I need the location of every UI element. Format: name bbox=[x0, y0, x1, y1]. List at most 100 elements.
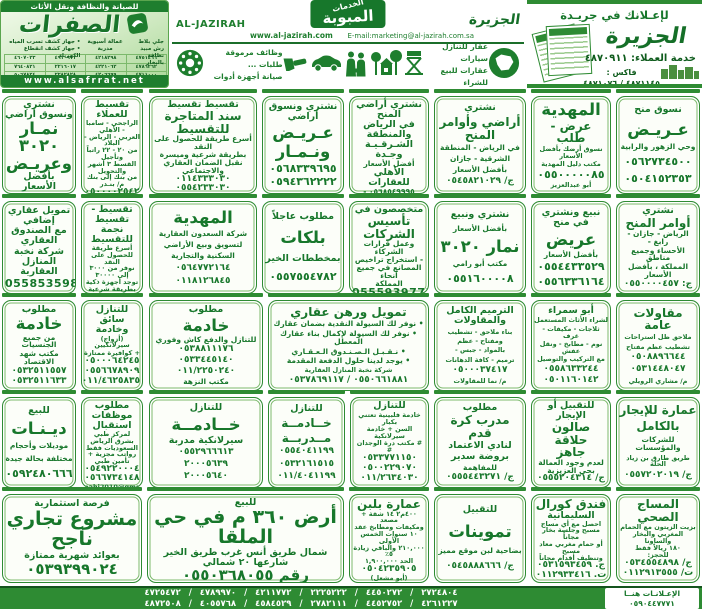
ad-line: نشتري ونسوق أراضي bbox=[5, 99, 73, 120]
ad-line: بضاحية لبن موقع مميز bbox=[438, 546, 522, 556]
ad-line: شركة نخبة المنازل العقارية bbox=[304, 366, 393, 375]
ad-line: للمفاهمة bbox=[463, 462, 497, 472]
ad-line: شركة السعدون العقارية bbox=[158, 228, 248, 238]
ad-line: جاهز bbox=[556, 445, 586, 460]
ad-line: نشتري أراضي المنح bbox=[356, 99, 422, 120]
ad-line: عـريـض bbox=[272, 123, 334, 143]
ad-line: خــادمــة bbox=[281, 415, 332, 430]
classifieds-title-badge: الخدمات المبوبة bbox=[310, 0, 386, 29]
ad-line: وحي الزهور والرابية bbox=[620, 142, 696, 152]
ad-line: ومكيفات ومطابخ عقد bbox=[354, 523, 424, 532]
ad-line: الرياض - جازان - رابغ - bbox=[627, 229, 689, 246]
classified-ad: تمويل ورهن عقاري • نوفر لك السيولة النقدي… bbox=[268, 300, 429, 391]
ad-line: أراضي وأوامر المنح bbox=[439, 115, 521, 142]
footer-phone-bar: ٢٧٢٤٨٠٤ / ٤٤٥٠٢٧٢ / ٢٢٢٥٢٢٢ / ٤٢١١٧٧٢ / … bbox=[0, 586, 702, 609]
ad-line: المهدية bbox=[541, 100, 601, 120]
ad-line: ج/ ٠٥٤٥٨٢١٠٢٩ bbox=[446, 176, 514, 187]
ad-line: خــادمــة bbox=[171, 414, 241, 434]
ad-line: مطلوب bbox=[188, 304, 224, 316]
ads-here-box: الإعـلانـات هنــا ٠٥٩٠٤٤٧٧٧١ bbox=[605, 587, 699, 609]
ad-line: ٠٥٣٩٣٩٩٠٢٤ bbox=[26, 560, 118, 579]
ad-line: الراجحي - سامبا - الأهلي bbox=[85, 118, 139, 134]
ad-line: سائق وخادمة bbox=[95, 314, 129, 335]
row-separator-bar bbox=[149, 390, 263, 394]
ad-line: للتنازل bbox=[189, 402, 223, 414]
ad-line: ٠٥٠٤١٥٢٣٥٣ bbox=[624, 172, 692, 186]
row-separator-bar bbox=[349, 487, 429, 491]
ad-line: # مكتب درة الوجدان # bbox=[356, 439, 423, 454]
classified-ad: عمارة للإيجار بالكامل للشركات والمؤسسات طري… bbox=[616, 397, 700, 488]
ad-line: (أبو مشعل) bbox=[370, 573, 408, 582]
ad-line: شارعها ٢٠ شمالي bbox=[202, 556, 289, 568]
ad-line: ٠٥٠٠٠٠٢٥٤٢ bbox=[84, 187, 140, 194]
branch-phones-line1: ٢٧٢٤٨٠٤ / ٤٤٥٠٢٧٢ / ٢٢٢٥٢٢٢ / ٤٢١١٧٧٢ / … bbox=[144, 587, 458, 598]
ad-line: ٠٥٥٦٦٧٨٩٠٩ bbox=[84, 365, 140, 376]
car-icon bbox=[309, 54, 343, 76]
row-separator-bar bbox=[531, 89, 611, 93]
ad-line: الأهلي للعقارات bbox=[368, 166, 410, 188]
ad-line: ومفتاح - عظم bbox=[457, 337, 503, 346]
row-separator-bar bbox=[531, 293, 611, 297]
classified-ad: نسوق منح عـريـض وحي الزهور والرابية ٠٥٦٢٧٣٤… bbox=[616, 96, 700, 194]
ad-line: نسوق أرضك بأفضل الأسعار bbox=[539, 145, 603, 161]
ad-line: في الرياض والمنطقة bbox=[363, 118, 415, 140]
ad-line: المملكة ، بأفضل الأسعار bbox=[627, 262, 689, 279]
ad-line: تمويل عقاري إضافي bbox=[7, 204, 71, 226]
ad-line: ٠٥٥٠٦٦١٨٨١ / ٠٥٣٧٨٦٩١١٧ bbox=[288, 374, 409, 385]
ad-line: مع التركيب والتوصيل bbox=[537, 355, 605, 364]
row-separator-bar bbox=[531, 487, 611, 491]
ad-line: صالون حلاقة bbox=[551, 419, 591, 447]
ad-line: خادمة فلبينية تعتني بكبار bbox=[358, 410, 421, 426]
safrat-ribbon: للصيانة والنظافة ونقل الأثاث bbox=[1, 1, 168, 12]
ad-line: عريض bbox=[545, 229, 597, 249]
row-separator-bar bbox=[616, 390, 700, 394]
ad-line: خادمة bbox=[15, 314, 63, 334]
ad-line: خادمة bbox=[182, 315, 230, 335]
ad-line: أبو سمراء bbox=[548, 304, 594, 316]
ad-line: الشرقية - جازان bbox=[449, 154, 511, 164]
ad-line: للتنازل bbox=[95, 303, 129, 315]
ad-line: موظفات استقبال bbox=[91, 409, 133, 431]
ad-line: ٠١١/٢٦٣٤٠٣٠ bbox=[360, 473, 419, 483]
row-separator-bar bbox=[2, 487, 142, 491]
ad-line: مسبح وجلسة بخار مجاناً bbox=[542, 526, 600, 542]
ad-line: ٠١١/٤٦٢٥٨٣٥ bbox=[81, 375, 140, 386]
ad-line: م/ نما للمقاولات bbox=[453, 376, 507, 385]
ad-line: بأفضل الأسعار bbox=[452, 165, 508, 175]
classified-ad: للتقبيل أو الإيجار صالون حلاقة جاهز لعدم وج… bbox=[531, 397, 611, 488]
classified-ad: تقسيط للعملاء الراجحي - سامبا - الأهلي الع… bbox=[81, 96, 143, 194]
classified-ad: للتنازل سائق وخادمة (أزواج) سيرلانكيين + كو… bbox=[81, 300, 143, 391]
row-separator-bar bbox=[268, 293, 429, 297]
ad-line: سند المتاجرة للتقسيط bbox=[164, 108, 242, 136]
ad-line: ثلاجات - مكيفات - غرف bbox=[542, 324, 600, 340]
ad-line: مشروع تجاري ناجح bbox=[6, 508, 138, 551]
ad-line: للتنازل bbox=[290, 402, 323, 414]
ad-line: بأفضل الأسعار bbox=[21, 170, 57, 192]
ad-line: ٠٥٣٢٥١١٦٣٣ bbox=[11, 375, 67, 386]
ad-line: • نـقـبـل الـصـنـدوق الـعـقـاري bbox=[291, 346, 406, 356]
ad-line: مدرب كرة قدم bbox=[450, 412, 510, 440]
ad-line: مطلوب bbox=[462, 401, 498, 413]
ad-line: أسرع طريقة للحصول على النقد bbox=[91, 243, 133, 266]
ad-line: السعوديات فقط bbox=[86, 443, 138, 452]
safrat-subtitle: عمالة آسيوية مدربة bbox=[87, 38, 123, 52]
ad-line: بحي العزيزية bbox=[547, 465, 595, 475]
al-jazirah-website: www.al-jazirah.com bbox=[250, 31, 333, 40]
ad-line: الحد ١,٩٠٠,٠٠٠ bbox=[364, 557, 414, 566]
ad-line: ٠٥٣٣٤٤٥١٤٠ bbox=[178, 354, 234, 365]
branch-phones-line2: ٤٢٦١٢٢٧ / ٤٤٥٢٧٥٢ / ٢٧٨٢١١١ / ٤٥٨٤٥٢٩ / … bbox=[144, 598, 458, 609]
row-separator-bar bbox=[349, 194, 429, 198]
ad-line: ٢٠٠٠٥٦٤٠ bbox=[184, 471, 228, 482]
ad-line: ٠٥٣٨٨١١١٧٦ bbox=[178, 343, 234, 354]
ad-line: تشطيب عظم مفتاح bbox=[626, 342, 690, 351]
ad-line: الأحساء وجميع مناطق bbox=[631, 245, 685, 263]
ad-line: للتقبيل أو الإيجار bbox=[547, 400, 595, 421]
caption-realestate-cars: عقار للتنازل سيارات عقارات للبيع للشراء bbox=[440, 42, 489, 87]
ad-line: ٢١٠,٠٠٠ والباقي زيادة ٥٪ bbox=[353, 543, 425, 559]
ad-line: نوفر من ٣٠٠٠ إلى ٣٠٠٠٠ bbox=[89, 264, 135, 280]
classifieds-masthead: الخدمات المبوبة AL-JAZIRAH www.al-jazira… bbox=[172, 0, 524, 88]
ad-line: مقاولات عامة bbox=[633, 305, 683, 333]
fax-label: فاكس : bbox=[606, 68, 637, 77]
ad-line: ٠١١/٤٠٤١١٩٩ bbox=[277, 470, 336, 481]
